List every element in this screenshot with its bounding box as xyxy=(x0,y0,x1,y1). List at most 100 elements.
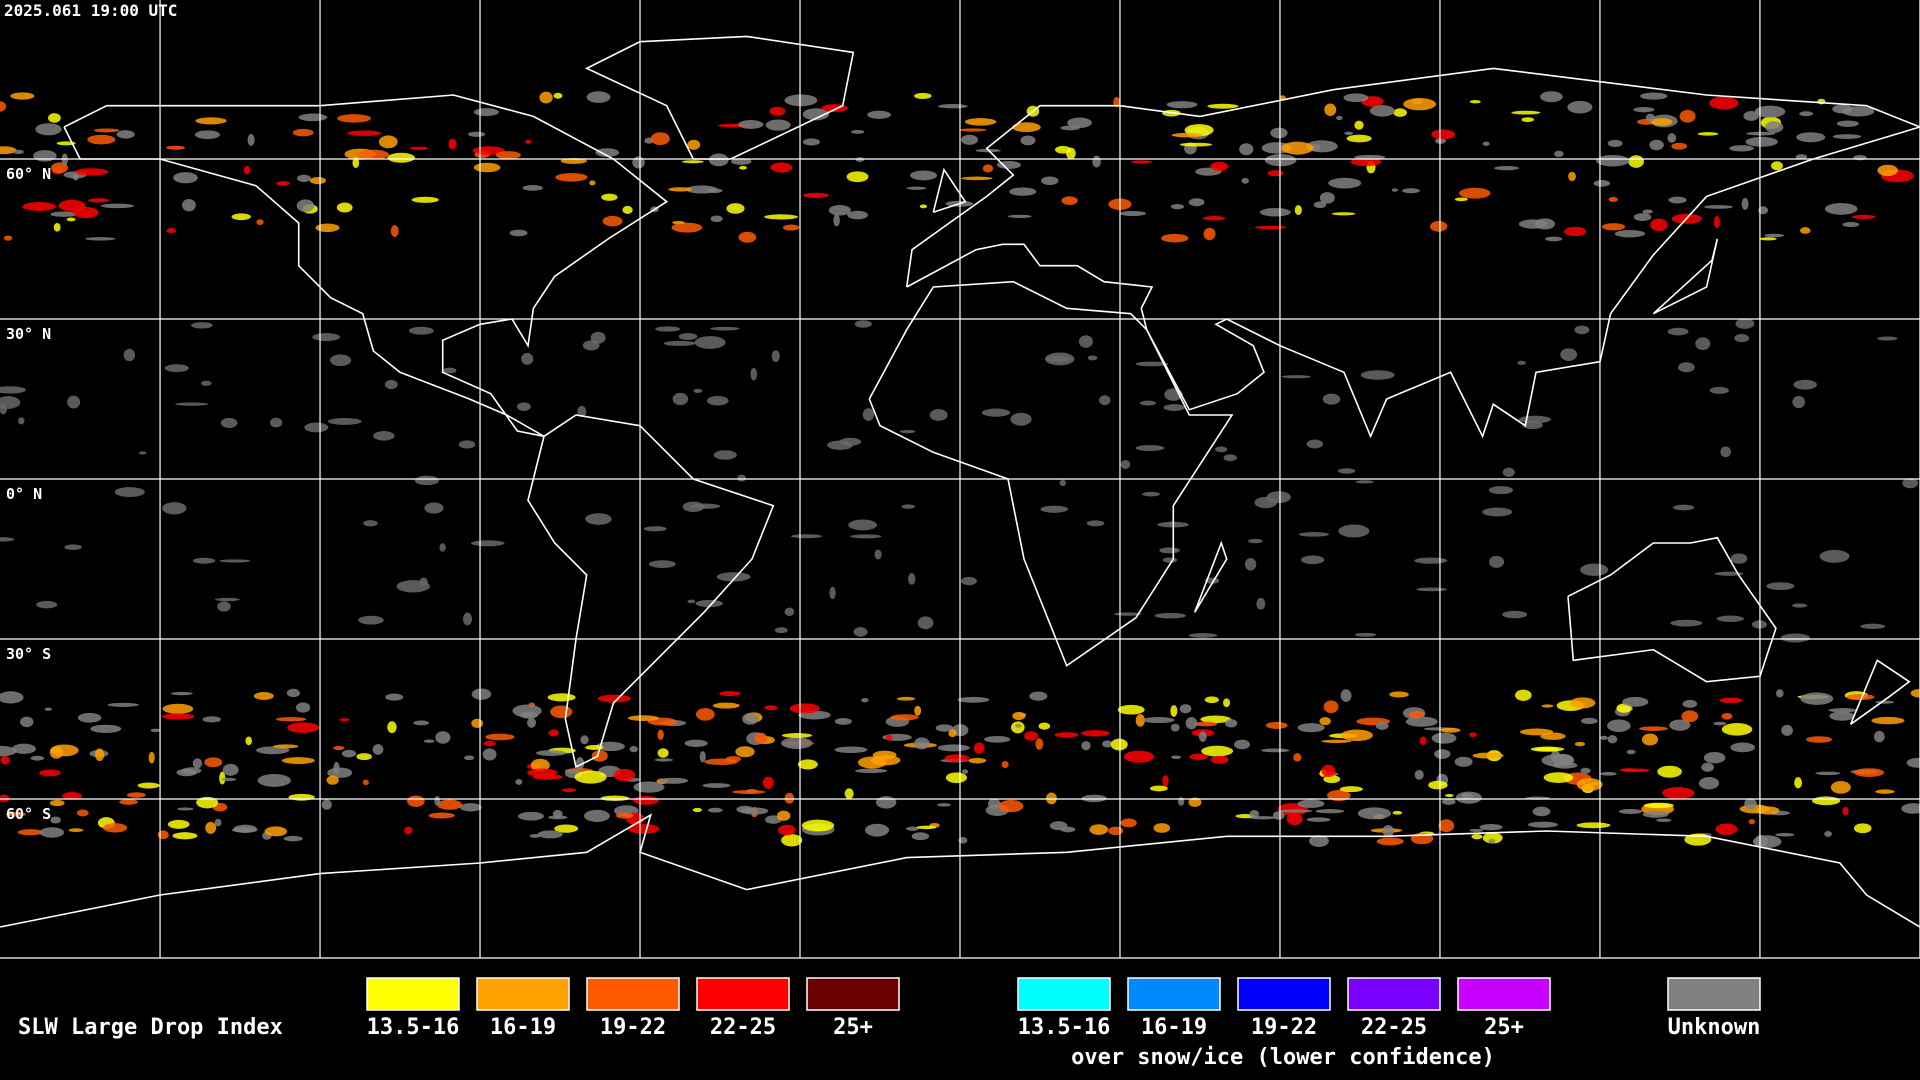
cloud-patch xyxy=(937,803,951,807)
cloud-patch xyxy=(750,367,758,381)
cloud-patch xyxy=(1350,157,1382,167)
cloud-patch xyxy=(910,170,938,181)
cloud-patch xyxy=(1697,132,1719,136)
cloud-patch xyxy=(1519,728,1554,736)
cloud-patch xyxy=(1154,612,1186,619)
cloud-patch xyxy=(1815,771,1841,776)
cloud-patch xyxy=(613,768,636,782)
cloud-patch xyxy=(470,540,505,547)
cloud-patch xyxy=(834,746,868,754)
cloud-patch xyxy=(336,202,353,213)
legend-label: 19-22 xyxy=(1251,1015,1317,1040)
cloud-patch xyxy=(126,792,146,798)
cloud-patch xyxy=(1430,221,1448,232)
cloud-patch xyxy=(68,828,84,833)
cloud-patch xyxy=(1049,821,1068,831)
cloud-patch xyxy=(1793,379,1817,390)
cloud-patch xyxy=(1662,787,1695,799)
cloud-patch xyxy=(1720,446,1732,458)
cloud-patch xyxy=(1170,705,1178,717)
cloud-patch xyxy=(423,739,435,743)
cloud-patch xyxy=(1633,106,1655,113)
cloud-patch xyxy=(387,152,415,163)
cloud-patch xyxy=(30,755,45,761)
cloud-patch xyxy=(88,198,110,203)
cloud-patch xyxy=(1600,735,1608,740)
cloud-patch xyxy=(781,834,803,847)
cloud-patch xyxy=(1775,689,1784,698)
legend-title: SLW Large Drop Index xyxy=(18,1015,283,1040)
cloud-patch xyxy=(413,720,430,726)
cloud-patch xyxy=(214,818,222,827)
cloud-patch xyxy=(1419,736,1427,746)
cloud-patch xyxy=(1792,603,1808,608)
cloud-patch xyxy=(872,750,897,760)
cloud-patch xyxy=(1234,739,1250,750)
cloud-patch xyxy=(1719,697,1743,704)
cloud-patch xyxy=(1108,826,1124,836)
cloud-patch xyxy=(1734,334,1750,343)
cloud-patch xyxy=(1842,221,1860,228)
cloud-patch xyxy=(458,440,476,449)
cloud-patch xyxy=(964,118,997,126)
cloud-patch xyxy=(981,408,1010,417)
cloud-patch xyxy=(777,810,791,821)
cloud-patch xyxy=(1806,736,1833,743)
cloud-patch xyxy=(1596,154,1630,167)
cloud-patch xyxy=(687,139,701,150)
cloud-patch xyxy=(1248,538,1263,544)
cloud-patch xyxy=(1748,819,1756,825)
cloud-patch xyxy=(407,795,425,807)
cloud-patch xyxy=(1012,122,1041,133)
cloud-patch xyxy=(908,573,916,585)
cloud-patch xyxy=(973,742,985,754)
cloud-patch xyxy=(439,543,446,552)
cloud-patch xyxy=(1041,176,1059,186)
cloud-patch xyxy=(846,171,869,183)
cloud-patch xyxy=(1205,577,1220,584)
cloud-patch xyxy=(1256,597,1266,610)
cloud-patch xyxy=(1092,155,1101,168)
cloud-patch xyxy=(1877,336,1898,341)
cloud-patch xyxy=(1836,120,1859,127)
coastline xyxy=(1849,659,1911,725)
cloud-patch xyxy=(243,165,251,175)
cloud-patch xyxy=(50,744,79,757)
latitude-label: 30° N xyxy=(6,325,51,343)
cloud-patch xyxy=(601,193,618,201)
cloud-patch xyxy=(17,829,44,836)
legend-label: 25+ xyxy=(1484,1015,1524,1040)
cloud-patch xyxy=(1171,132,1203,138)
cloud-patch xyxy=(296,174,311,183)
cloud-patch xyxy=(1521,117,1535,123)
cloud-patch xyxy=(298,113,328,122)
cloud-patch xyxy=(0,691,24,704)
cloud-patch xyxy=(988,798,1001,810)
cloud-patch xyxy=(684,739,708,747)
cloud-patch xyxy=(1618,808,1643,814)
cloud-patch xyxy=(628,823,660,834)
cloud-patch xyxy=(668,187,693,192)
cloud-patch xyxy=(1746,131,1776,136)
cloud-patch xyxy=(12,149,24,155)
cloud-patch xyxy=(958,836,968,844)
cloud-patch xyxy=(157,830,169,840)
cloud-patch xyxy=(1346,134,1372,143)
cloud-patch xyxy=(0,386,27,394)
cloud-patch xyxy=(672,392,689,406)
cloud-patch xyxy=(221,777,237,782)
cloud-patch xyxy=(586,91,611,103)
cloud-patch xyxy=(175,402,209,406)
cloud-patch xyxy=(1323,775,1341,784)
cloud-patch xyxy=(1414,557,1448,564)
cloud-patch xyxy=(855,768,888,774)
cloud-patch xyxy=(1454,756,1473,767)
legend-swatch xyxy=(696,977,790,1011)
latitude-label: 60° S xyxy=(6,805,51,823)
cloud-patch xyxy=(1796,132,1826,143)
cloud-patch xyxy=(326,775,339,785)
graticule: 60° N 30° N 0° N 30° S 60° S xyxy=(0,0,1920,958)
cloud-patch xyxy=(1800,692,1834,705)
cloud-patch xyxy=(685,185,718,194)
cloud-patch xyxy=(148,751,155,764)
